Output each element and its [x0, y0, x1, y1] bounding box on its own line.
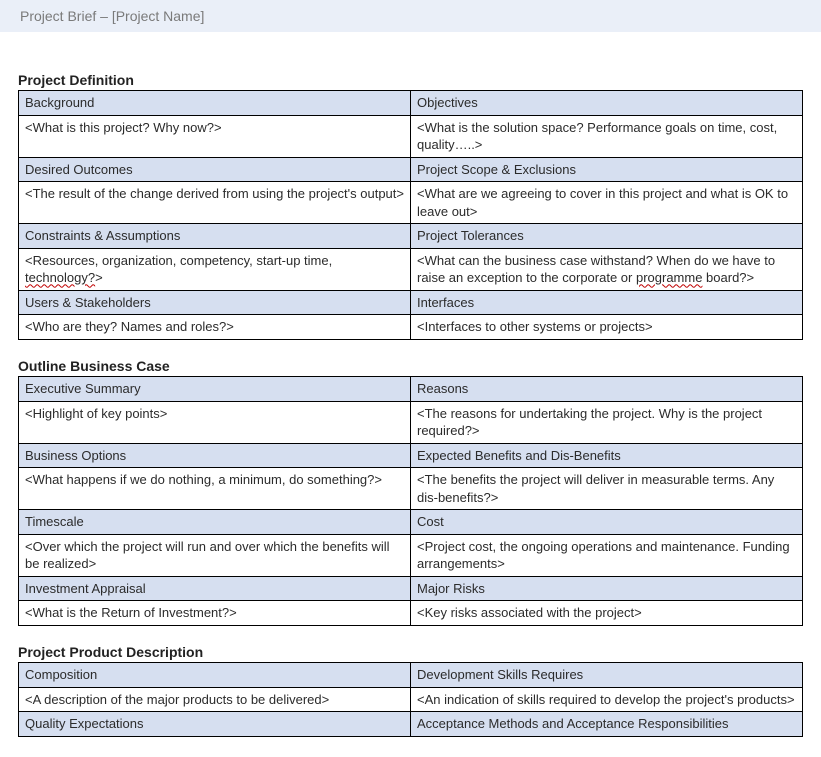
- table-row: <Resources, organization, competency, st…: [19, 248, 803, 290]
- table-row: <What happens if we do nothing, a minimu…: [19, 468, 803, 510]
- cell-body-text: >: [95, 270, 103, 285]
- table-row: <Who are they? Names and roles?> <Interf…: [19, 315, 803, 340]
- cell-body: <What happens if we do nothing, a minimu…: [19, 468, 411, 510]
- cell-body: <The result of the change derived from u…: [19, 182, 411, 224]
- cell-header: Objectives: [411, 91, 803, 116]
- document-title-bar: Project Brief – [Project Name]: [0, 0, 821, 32]
- cell-header: Timescale: [19, 510, 411, 535]
- table-row: <The result of the change derived from u…: [19, 182, 803, 224]
- section-title-business-case: Outline Business Case: [18, 358, 803, 374]
- table-row: Background Objectives: [19, 91, 803, 116]
- table-definition: Background Objectives <What is this proj…: [18, 90, 803, 340]
- table-row: Timescale Cost: [19, 510, 803, 535]
- cell-header: Desired Outcomes: [19, 157, 411, 182]
- cell-header: Quality Expectations: [19, 712, 411, 737]
- table-row: <Over which the project will run and ove…: [19, 534, 803, 576]
- spellcheck-word: technology?: [25, 270, 95, 285]
- cell-body: <What are we agreeing to cover in this p…: [411, 182, 803, 224]
- cell-header: Project Tolerances: [411, 224, 803, 249]
- cell-header: Users & Stakeholders: [19, 290, 411, 315]
- cell-header: Investment Appraisal: [19, 576, 411, 601]
- cell-body: <An indication of skills required to dev…: [411, 687, 803, 712]
- cell-body: <Over which the project will run and ove…: [19, 534, 411, 576]
- cell-header: Cost: [411, 510, 803, 535]
- cell-body: <What is the solution space? Performance…: [411, 115, 803, 157]
- table-business-case: Executive Summary Reasons <Highlight of …: [18, 376, 803, 626]
- cell-header: Expected Benefits and Dis-Benefits: [411, 443, 803, 468]
- table-row: Constraints & Assumptions Project Tolera…: [19, 224, 803, 249]
- table-row: <A description of the major products to …: [19, 687, 803, 712]
- cell-header: Major Risks: [411, 576, 803, 601]
- cell-header: Constraints & Assumptions: [19, 224, 411, 249]
- table-row: Desired Outcomes Project Scope & Exclusi…: [19, 157, 803, 182]
- cell-body: <What is the Return of Investment?>: [19, 601, 411, 626]
- cell-header: Interfaces: [411, 290, 803, 315]
- section-title-product-desc: Project Product Description: [18, 644, 803, 660]
- cell-body: <Highlight of key points>: [19, 401, 411, 443]
- table-row: <What is the Return of Investment?> <Key…: [19, 601, 803, 626]
- cell-body: <Interfaces to other systems or projects…: [411, 315, 803, 340]
- table-product-desc: Composition Development Skills Requires …: [18, 662, 803, 737]
- cell-body-text: board?>: [702, 270, 754, 285]
- cell-body: <Project cost, the ongoing operations an…: [411, 534, 803, 576]
- table-row: <Highlight of key points> <The reasons f…: [19, 401, 803, 443]
- cell-header: Development Skills Requires: [411, 663, 803, 688]
- cell-body: <The reasons for undertaking the project…: [411, 401, 803, 443]
- table-row: Users & Stakeholders Interfaces: [19, 290, 803, 315]
- page-body: Project Definition Background Objectives…: [0, 72, 821, 757]
- cell-header: Background: [19, 91, 411, 116]
- cell-header: Reasons: [411, 377, 803, 402]
- cell-body: <A description of the major products to …: [19, 687, 411, 712]
- cell-body: <Who are they? Names and roles?>: [19, 315, 411, 340]
- table-row: Executive Summary Reasons: [19, 377, 803, 402]
- cell-header: Project Scope & Exclusions: [411, 157, 803, 182]
- table-row: Business Options Expected Benefits and D…: [19, 443, 803, 468]
- section-title-definition: Project Definition: [18, 72, 803, 88]
- table-row: <What is this project? Why now?> <What i…: [19, 115, 803, 157]
- spellcheck-word: programme: [636, 270, 702, 285]
- cell-body: <The benefits the project will deliver i…: [411, 468, 803, 510]
- cell-body: <What is this project? Why now?>: [19, 115, 411, 157]
- cell-body: <Resources, organization, competency, st…: [19, 248, 411, 290]
- table-row: Investment Appraisal Major Risks: [19, 576, 803, 601]
- cell-header: Acceptance Methods and Acceptance Respon…: [411, 712, 803, 737]
- cell-header: Executive Summary: [19, 377, 411, 402]
- table-row: Quality Expectations Acceptance Methods …: [19, 712, 803, 737]
- cell-header: Composition: [19, 663, 411, 688]
- cell-header: Business Options: [19, 443, 411, 468]
- table-row: Composition Development Skills Requires: [19, 663, 803, 688]
- cell-body: <Key risks associated with the project>: [411, 601, 803, 626]
- cell-body: <What can the business case withstand? W…: [411, 248, 803, 290]
- cell-body-text: <Resources, organization, competency, st…: [25, 253, 332, 268]
